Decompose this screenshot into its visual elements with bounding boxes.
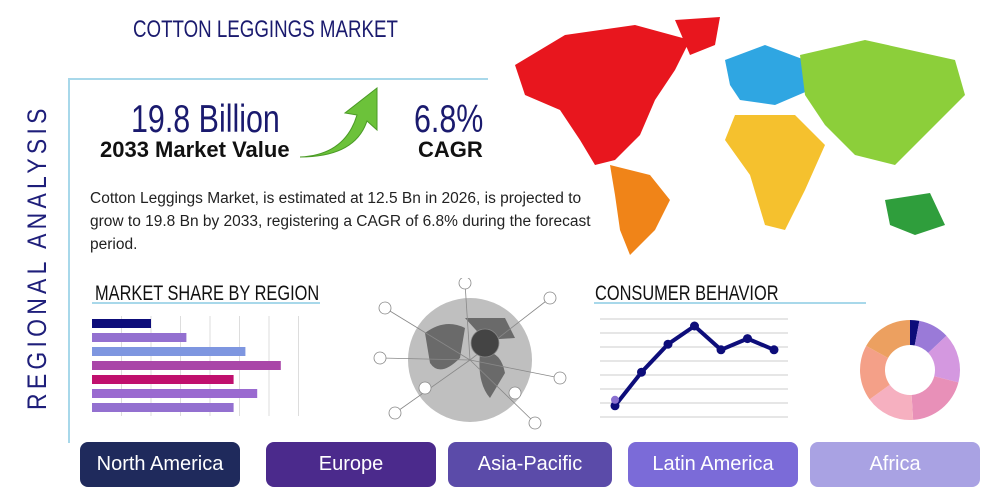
growth-arrow-icon (299, 86, 378, 158)
bar (92, 361, 281, 370)
donut-slice (911, 376, 959, 420)
bar (92, 319, 151, 328)
north-america-region (515, 25, 690, 165)
side-label: REGIONAL ANALYSIS (22, 104, 52, 410)
south-america-region (610, 165, 670, 255)
region-button-latin-america[interactable]: Latin America (628, 442, 798, 487)
greenland-region (675, 17, 720, 55)
description: Cotton Leggings Market, is estimated at … (90, 190, 591, 253)
data-point (637, 367, 646, 377)
world-map (515, 17, 965, 255)
consumer-line-chart (600, 318, 788, 418)
region-button-north-america[interactable]: North America (80, 442, 240, 487)
market-share-heading: MARKET SHARE BY REGION (95, 282, 320, 305)
europe-region (725, 45, 810, 105)
divider (594, 302, 866, 304)
data-point (769, 345, 779, 355)
data-point (716, 345, 726, 355)
region-button-asia-pacific[interactable]: Asia-Pacific (448, 442, 612, 487)
donut-slice (869, 384, 914, 420)
consumer-donut-chart (860, 320, 960, 420)
region-button-europe[interactable]: Europe (266, 442, 436, 487)
data-point (690, 321, 699, 331)
market-value-label: 2033 Market Value (100, 137, 290, 162)
bar (92, 375, 234, 384)
bar (92, 333, 187, 342)
asia-region (800, 40, 965, 165)
data-point (611, 395, 619, 404)
bar (92, 389, 258, 398)
market-value: 19.8 Billion (131, 98, 280, 141)
frame-divider (68, 78, 70, 443)
data-point (663, 339, 673, 349)
bar (92, 403, 234, 412)
market-share-chart (92, 316, 299, 416)
consumer-behavior-heading: CONSUMER BEHAVIOR (595, 282, 779, 305)
divider (92, 302, 320, 304)
bar (92, 347, 246, 356)
frame-divider (68, 78, 488, 80)
donut-slice (860, 345, 890, 400)
donut-slice (914, 320, 947, 353)
donut-slice (928, 335, 960, 383)
network-globe-icon (373, 278, 567, 430)
data-point (610, 401, 620, 411)
cagr-label: CAGR (418, 137, 483, 162)
donut-slice (866, 320, 910, 358)
cagr-value: 6.8% (414, 98, 484, 141)
data-point (743, 334, 752, 344)
donut-slice (910, 320, 920, 346)
oceania-region (885, 193, 945, 235)
africa-region (725, 115, 825, 230)
page-title: COTTON LEGGINGS MARKET (133, 16, 398, 43)
region-button-africa[interactable]: Africa (810, 442, 980, 487)
